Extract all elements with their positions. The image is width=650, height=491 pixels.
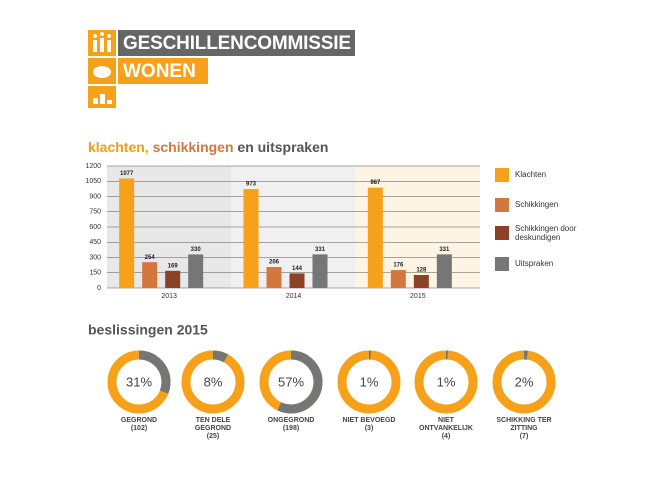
value-label: 176 <box>393 263 404 269</box>
legend-label: Uitspraken <box>515 259 554 268</box>
donut-value-label: 1% <box>437 374 456 389</box>
category-label: GEGROND <box>120 417 158 424</box>
donut-category: SCHIKKING TER ZITTING (7) <box>495 417 553 441</box>
y-tick-label: 300 <box>89 254 101 261</box>
y-tick-label: 1050 <box>85 178 101 185</box>
x-tick-label: 2015 <box>410 293 426 300</box>
y-tick-label: 600 <box>89 224 101 231</box>
category-label: TEN DELE GEGROND <box>194 417 232 432</box>
title-part: en uitspraken <box>237 139 328 155</box>
bar <box>390 270 406 288</box>
donut-arc <box>107 350 171 414</box>
donut-category: NIET ONTVANKELIJK (4) <box>417 417 475 441</box>
legend-label: Schikkingen <box>515 200 559 209</box>
legend-swatch <box>495 168 509 182</box>
header-bar <box>118 30 355 56</box>
donut-category: GEGROND (102) <box>110 417 168 433</box>
bar <box>142 262 158 288</box>
y-tick-label: 1200 <box>85 163 101 170</box>
donut-arc <box>259 350 323 414</box>
legend-swatch <box>495 226 509 240</box>
donut-arc <box>414 350 478 414</box>
category-label: NIET ONTVANKELIJK <box>419 417 473 432</box>
value-label: 206 <box>269 260 280 266</box>
value-label: 254 <box>145 255 156 261</box>
legend-label: Klachten <box>515 170 547 179</box>
donut-arc <box>492 350 556 414</box>
donut-value-label: 31% <box>126 374 152 389</box>
title-part: schikkingen <box>153 139 234 155</box>
y-tick-label: 450 <box>89 239 101 246</box>
value-label: 330 <box>191 247 202 253</box>
value-label: 144 <box>292 266 303 272</box>
bar <box>266 267 282 288</box>
donut-value-label: 2% <box>515 374 534 389</box>
chart-title-text: klachten, schikkingen en uitspraken <box>88 139 328 155</box>
legend-swatch <box>495 198 509 212</box>
count-label: (7) <box>519 433 529 440</box>
value-label: 331 <box>315 247 326 253</box>
bar <box>436 254 452 288</box>
header-subtitle: WONEN <box>123 61 196 82</box>
y-tick-label: 750 <box>89 209 101 216</box>
value-label: 987 <box>370 180 381 186</box>
y-tick-label: 900 <box>89 193 101 200</box>
count-label: (198) <box>282 425 300 432</box>
bar <box>165 270 181 288</box>
donut-category: TEN DELE GEGROND (25) <box>184 417 242 441</box>
header-bar <box>118 58 208 84</box>
donut-category: NIET BEVOEGD (3) <box>340 417 398 433</box>
donut-arc <box>337 350 401 414</box>
legend-swatch <box>495 257 509 271</box>
legend-label: Schikkingen door deskundigen <box>515 224 577 242</box>
donut-category: ONGEGROND (198) <box>262 417 320 433</box>
donut-value-label: 8% <box>204 374 223 389</box>
title-part: klachten, <box>88 139 149 155</box>
bar <box>119 178 135 288</box>
logo-glyph <box>93 32 112 104</box>
x-tick-label: 2013 <box>161 293 177 300</box>
value-label: 1077 <box>120 171 134 177</box>
value-label: 169 <box>168 263 179 269</box>
bar <box>188 254 204 288</box>
count-label: (3) <box>364 425 374 432</box>
value-label: 128 <box>416 268 427 274</box>
count-label: (25) <box>206 433 220 440</box>
value-label: 331 <box>439 247 450 253</box>
category-label: NIET BEVOEGD <box>342 417 396 424</box>
y-tick-label: 150 <box>89 270 101 277</box>
category-label: SCHIKKING TER ZITTING <box>496 417 552 432</box>
bar <box>413 274 429 288</box>
donut-value-label: 1% <box>360 374 379 389</box>
count-label: (4) <box>441 433 451 440</box>
bar <box>289 273 305 288</box>
chart-title: beslissingen 2015 <box>88 322 208 338</box>
category-label: ONGEGROND <box>267 417 315 424</box>
bar <box>243 189 259 288</box>
header-title: GESCHILLENCOMMISSIE <box>123 33 351 54</box>
bar <box>312 254 328 288</box>
chart-title: klachten, schikkingen en uitspraken <box>88 139 328 155</box>
y-tick-label: 0 <box>97 285 101 292</box>
x-tick-label: 2014 <box>286 293 302 300</box>
donut-value-label: 57% <box>278 374 304 389</box>
bar <box>367 187 383 288</box>
value-label: 973 <box>246 182 257 188</box>
count-label: (102) <box>130 425 148 432</box>
donut-arc <box>181 350 245 414</box>
